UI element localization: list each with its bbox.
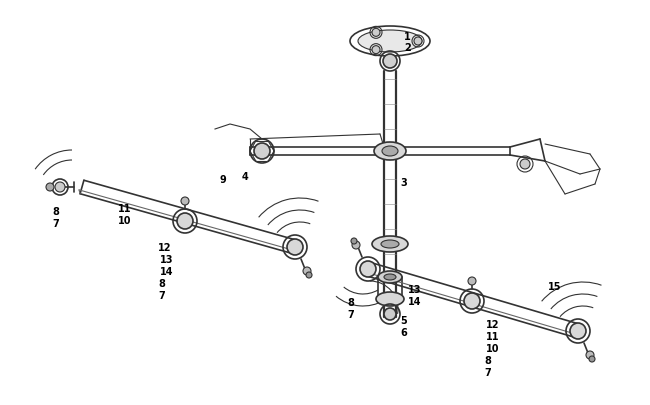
Text: 14: 14 [160, 266, 174, 276]
Text: 8: 8 [484, 355, 491, 365]
Circle shape [586, 351, 594, 359]
Circle shape [254, 144, 270, 160]
Text: 7: 7 [347, 309, 354, 319]
Ellipse shape [382, 147, 398, 157]
Text: 13: 13 [408, 284, 421, 294]
Text: 7: 7 [158, 290, 164, 300]
Ellipse shape [358, 31, 422, 53]
Text: 3: 3 [400, 177, 407, 188]
Circle shape [181, 198, 189, 205]
Circle shape [372, 29, 380, 37]
Circle shape [360, 261, 376, 277]
Text: 7: 7 [52, 218, 58, 228]
Circle shape [414, 38, 422, 46]
Circle shape [384, 308, 396, 320]
Ellipse shape [374, 143, 406, 161]
Text: 8: 8 [52, 207, 59, 216]
Text: 5: 5 [400, 315, 407, 325]
Circle shape [520, 160, 530, 170]
Ellipse shape [378, 271, 402, 284]
Text: 8: 8 [347, 297, 354, 307]
Circle shape [287, 239, 303, 256]
Text: 10: 10 [486, 343, 499, 353]
Ellipse shape [376, 292, 404, 306]
Circle shape [177, 213, 193, 230]
Circle shape [468, 277, 476, 285]
Text: 7: 7 [484, 367, 491, 377]
Circle shape [372, 47, 380, 55]
Circle shape [55, 183, 65, 192]
Text: 14: 14 [408, 296, 421, 306]
Circle shape [464, 293, 480, 309]
Circle shape [589, 356, 595, 362]
Text: 9: 9 [220, 175, 227, 185]
Text: 12: 12 [158, 243, 172, 252]
Text: 10: 10 [118, 215, 131, 226]
Text: 13: 13 [160, 254, 174, 264]
Text: 6: 6 [400, 327, 407, 337]
Circle shape [352, 241, 360, 249]
Ellipse shape [381, 241, 399, 248]
Text: 2: 2 [404, 43, 411, 53]
Text: 4: 4 [242, 172, 249, 181]
Circle shape [570, 323, 586, 339]
Text: 11: 11 [118, 203, 131, 213]
Text: 15: 15 [548, 281, 562, 291]
Circle shape [351, 239, 357, 244]
Ellipse shape [384, 274, 396, 280]
Text: 1: 1 [404, 32, 411, 42]
Text: 12: 12 [486, 319, 499, 329]
Ellipse shape [372, 237, 408, 252]
Circle shape [306, 272, 312, 278]
Circle shape [46, 183, 54, 192]
Text: 11: 11 [486, 331, 499, 341]
Text: 8: 8 [158, 278, 165, 288]
Circle shape [383, 55, 397, 69]
Circle shape [303, 267, 311, 275]
